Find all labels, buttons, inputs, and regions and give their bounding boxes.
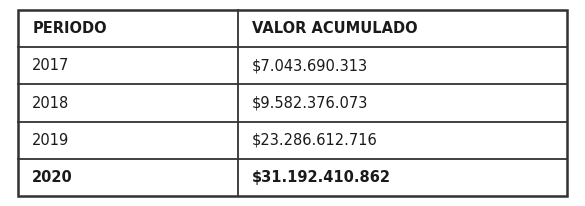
- Text: $7.043.690.313: $7.043.690.313: [252, 59, 369, 73]
- Text: 2017: 2017: [32, 59, 70, 73]
- Text: PERIODO: PERIODO: [32, 21, 107, 36]
- Text: $31.192.410.862: $31.192.410.862: [252, 170, 391, 185]
- Bar: [18, 10, 567, 196]
- Text: 2019: 2019: [32, 133, 70, 147]
- Text: 2018: 2018: [32, 96, 70, 110]
- Text: VALOR ACUMULADO: VALOR ACUMULADO: [252, 21, 418, 36]
- Text: $9.582.376.073: $9.582.376.073: [252, 96, 369, 110]
- Text: $23.286.612.716: $23.286.612.716: [252, 133, 378, 147]
- Text: 2020: 2020: [32, 170, 73, 185]
